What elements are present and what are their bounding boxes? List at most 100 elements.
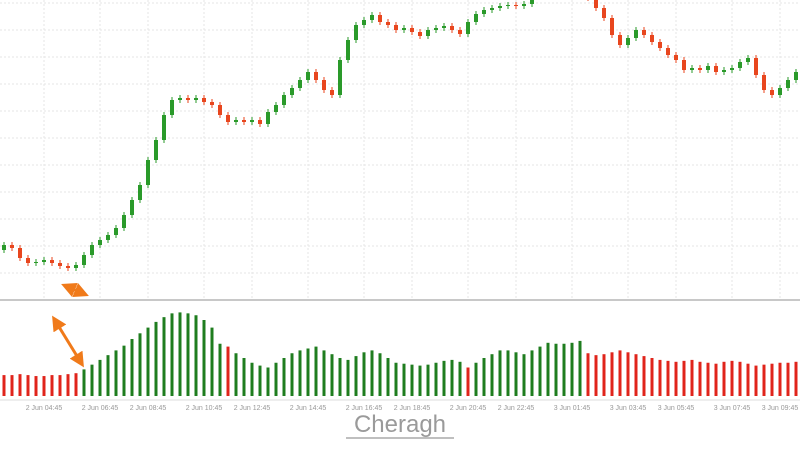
histogram-bar [10,375,14,396]
histogram-bar [370,350,374,396]
histogram-bar [730,360,734,396]
histogram-bar [570,342,574,396]
histogram-bar [154,321,158,396]
histogram-bar [18,374,22,396]
candle-body [498,6,502,8]
candle-body [290,88,294,95]
candle-body [194,98,198,100]
candle-body [34,262,38,263]
histogram-bar [234,353,238,396]
histogram-bar [786,362,790,396]
histogram-bar [170,313,174,396]
histogram-bar [450,359,454,396]
candle-body [10,245,14,248]
candle-body [466,22,470,34]
histogram-bar [282,358,286,396]
candle-body [754,58,758,75]
candle-body [410,28,414,32]
histogram-bar [306,348,310,396]
arrow [52,315,84,368]
watermark: Cheragh [354,411,446,438]
histogram-bar [418,365,422,396]
candle-body [90,245,94,255]
histogram-bar [514,352,518,396]
candle-body [522,4,526,6]
histogram-bar [2,375,6,396]
histogram-bar [634,354,638,396]
candle-body [322,80,326,90]
histogram-bar [546,342,550,396]
candle-body [362,20,366,25]
candle-body [506,5,510,6]
x-tick-label: 2 Jun 18:45 [394,405,431,412]
candle-body [162,115,166,140]
x-tick-label: 2 Jun 06:45 [82,405,119,412]
candle-body [602,8,606,18]
histogram-bar [90,364,94,396]
candle-body [338,60,342,95]
candle-body [682,60,686,70]
histogram-bar [178,312,182,396]
candle-body [786,80,790,88]
candle-body [122,215,126,228]
histogram-bar [410,364,414,396]
histogram-bar [618,350,622,396]
histogram-bar [594,355,598,396]
candle-body [426,30,430,36]
histogram-bar [602,354,606,396]
histogram [2,312,798,396]
histogram-bar [586,353,590,396]
histogram-bar [506,350,510,396]
candle-body [386,22,390,25]
histogram-bar [210,327,214,396]
histogram-bar [346,359,350,396]
histogram-bar [274,362,278,396]
candle-body [714,66,718,72]
x-tick-label: 2 Jun 12:45 [234,405,271,412]
histogram-bar [250,362,254,396]
histogram-bar [434,362,438,396]
candle-body [458,30,462,34]
histogram-bar [106,355,110,396]
histogram-bar [338,358,342,396]
candle-body [82,255,86,265]
x-tick-label: 3 Jun 01:45 [554,405,591,412]
candle-body [50,260,54,263]
histogram-bar [794,361,798,396]
candle-body [114,228,118,235]
candle-body [666,48,670,55]
histogram-bar [258,365,262,396]
candle-body [434,28,438,30]
candle-body [138,185,142,200]
histogram-bar [34,376,38,396]
histogram-bar [322,350,326,396]
candle-body [642,30,646,35]
histogram-bar [770,363,774,396]
candle-body [474,14,478,22]
candle-body [762,75,766,90]
histogram-bar [762,364,766,396]
candle-body [450,26,454,30]
x-tick-label: 3 Jun 09:45 [762,405,799,412]
histogram-bar [386,358,390,396]
candle-body [770,90,774,95]
histogram-bar [314,346,318,396]
candle-body [442,26,446,28]
candle-body [18,248,22,258]
histogram-bar [146,327,150,396]
candle-body [74,265,78,268]
histogram-bar [658,359,662,396]
histogram-bar [522,354,526,396]
histogram-bar [218,343,222,396]
candle-body [378,15,382,22]
histogram-bar [330,354,334,396]
candle-body [370,15,374,20]
histogram-bar [778,362,782,396]
histogram-bar [666,360,670,396]
candle-body [242,120,246,122]
candle-body [210,102,214,105]
histogram-bar [114,350,118,396]
x-tick-label: 2 Jun 22:45 [498,405,535,412]
histogram-bar [746,363,750,396]
